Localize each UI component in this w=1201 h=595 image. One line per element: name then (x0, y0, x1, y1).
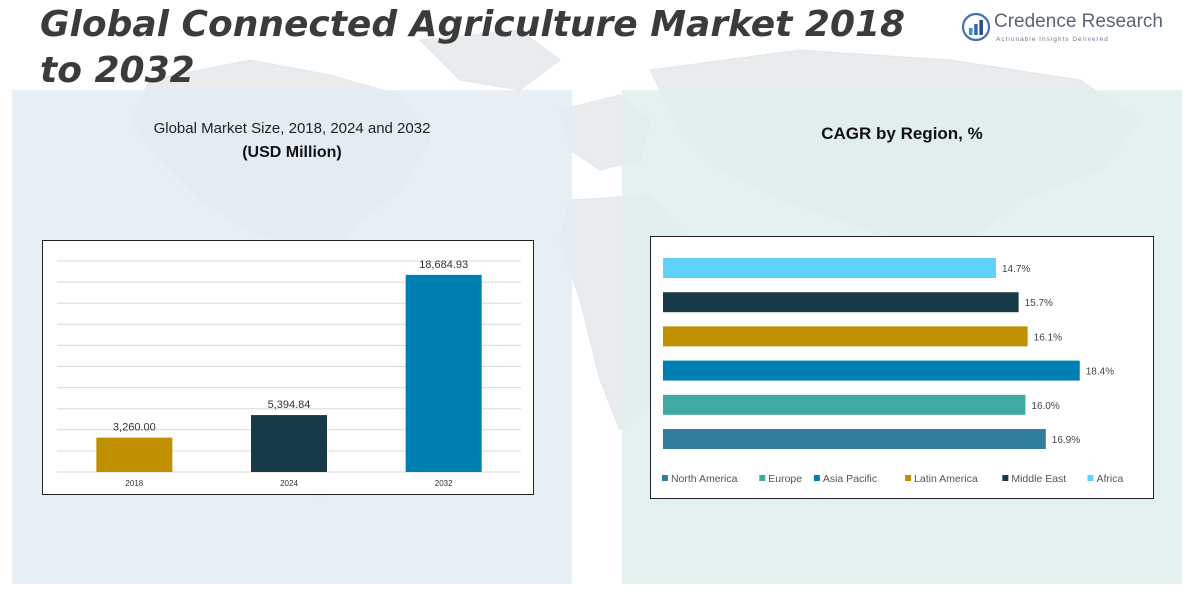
hbar-value-label: 18.4% (1086, 367, 1114, 378)
brand-tagline: Actionable Insights Delivered (996, 36, 1109, 43)
logo-mark-icon (962, 12, 991, 42)
market-size-chart: 3,260.00 2018 5,394.84 2024 18,684.93 2032 (42, 240, 534, 495)
hbar-value-label: 16.9% (1052, 435, 1080, 446)
x-tick-label: 2018 (125, 479, 143, 488)
page-title: Global Connected Agriculture Market 2018… (40, 4, 906, 91)
hbar-value-label: 15.7% (1025, 298, 1053, 309)
legend-swatch (661, 475, 668, 481)
hbar-north-america (663, 429, 1046, 449)
legend-swatch (759, 475, 766, 481)
bar-value-label: 18,684.93 (419, 259, 468, 271)
hbar-africa (663, 258, 996, 278)
bar-2032 (405, 274, 482, 472)
legend-swatch (813, 475, 820, 481)
hbar-asia-pacific (663, 360, 1080, 381)
legend-label: Asia Pacific (823, 473, 877, 485)
legend-label: Africa (1096, 473, 1123, 485)
cagr-chart: 14.7% 15.7% 16.1% 18.4% 16.0% 16.9% North Amer… (650, 236, 1154, 499)
bar-value-label: 5,394.84 (268, 399, 311, 411)
hbar-value-label: 16.1% (1034, 332, 1062, 343)
brand-name: Credence Research (994, 11, 1163, 32)
legend-swatch (1002, 475, 1009, 481)
hbar-value-label: 16.0% (1031, 401, 1059, 412)
legend-label: North America (671, 473, 738, 485)
cagr-chart-title: CAGR by Region, % (821, 124, 983, 143)
cagr-plot: 14.7% 15.7% 16.1% 18.4% 16.0% 16.9% North Amer… (661, 258, 1123, 485)
market-size-plot: 3,260.00 2018 5,394.84 2024 18,684.93 2032 (57, 259, 521, 488)
legend-swatch (905, 475, 912, 481)
legend-label: Europe (768, 473, 802, 485)
hbar-latin-america (663, 326, 1028, 347)
hbar-middle-east (663, 292, 1019, 313)
bar-2024 (251, 415, 327, 472)
market-size-chart-title: Global Market Size, 2018, 2024 and 2032 (153, 120, 431, 137)
legend-label: Latin America (914, 473, 978, 485)
hbar-value-label: 14.7% (1002, 264, 1030, 275)
brand-logo: Credence Research Actionable Insights De… (962, 10, 1163, 44)
market-size-chart-subtitle: (USD Million) (242, 144, 342, 161)
hbar-europe (663, 394, 1026, 415)
legend-label: Middle East (1011, 473, 1066, 485)
bar-2018 (96, 437, 173, 472)
bar-value-label: 3,260.00 (113, 422, 156, 434)
legend-swatch (1087, 475, 1094, 481)
x-tick-label: 2024 (280, 479, 298, 488)
x-tick-label: 2032 (435, 479, 453, 488)
